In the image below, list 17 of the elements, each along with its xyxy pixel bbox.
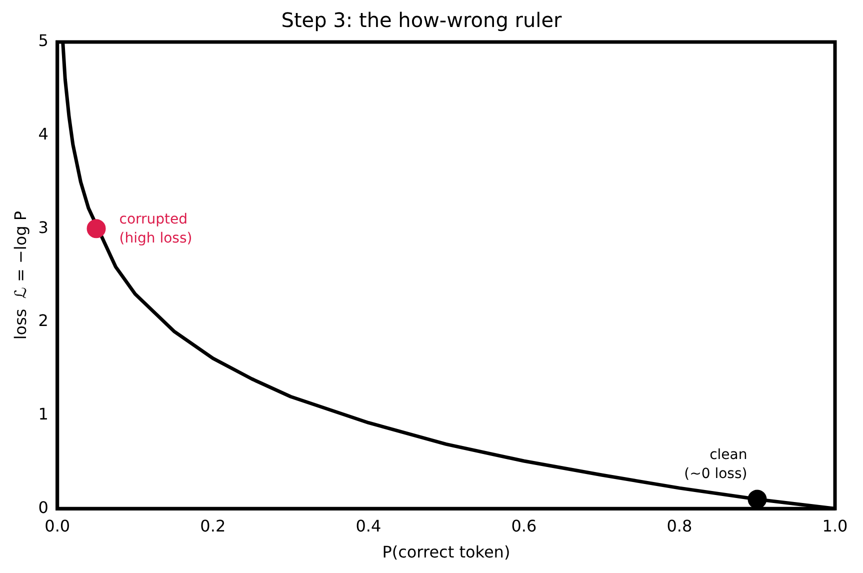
y-axis-title: loss ℒ = −log P: [10, 210, 30, 340]
chart-title: Step 3: the how-wrong ruler: [281, 8, 563, 32]
x-tick-label: 0.4: [356, 516, 382, 536]
y-tick-label: 3: [38, 218, 48, 237]
y-tick-label: 5: [38, 31, 48, 50]
x-tick-label: 0.0: [44, 516, 70, 536]
x-tick-label: 1.0: [822, 516, 848, 536]
annotation: clean (~0 loss): [684, 446, 748, 482]
y-tick-label: 2: [38, 311, 48, 330]
x-axis-title: P(correct token): [382, 542, 510, 562]
x-tick-label: 0.6: [511, 516, 537, 536]
y-tick-label: 1: [38, 404, 48, 424]
y-tick-label: 0: [38, 498, 48, 517]
annotation: corrupted (high loss): [119, 211, 192, 246]
y-tick-label: 4: [38, 124, 48, 144]
x-tick-label: 0.8: [666, 516, 692, 536]
x-tick-label: 0.2: [200, 516, 226, 536]
